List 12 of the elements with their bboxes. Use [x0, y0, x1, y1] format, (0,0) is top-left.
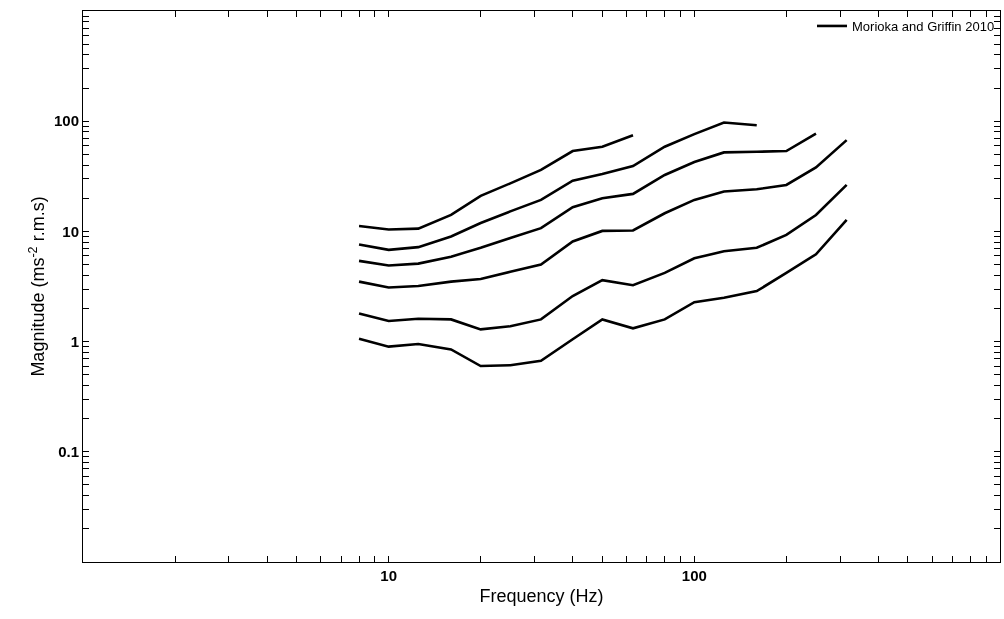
legend-label: Morioka and Griffin 2010: [852, 19, 995, 35]
line-series: [357, 183, 848, 331]
line-series: [357, 218, 848, 368]
y-tick-label: 0.1: [58, 443, 79, 461]
line-series: [357, 133, 635, 231]
y-tick-label: 10: [62, 222, 79, 240]
line-series: [357, 132, 818, 267]
line-series: [357, 138, 848, 289]
y-tick-label: 100: [53, 112, 79, 130]
x-axis-title: Frequency (Hz): [479, 586, 604, 607]
line-series: [357, 121, 759, 252]
y-tick-label: 1: [70, 332, 79, 350]
